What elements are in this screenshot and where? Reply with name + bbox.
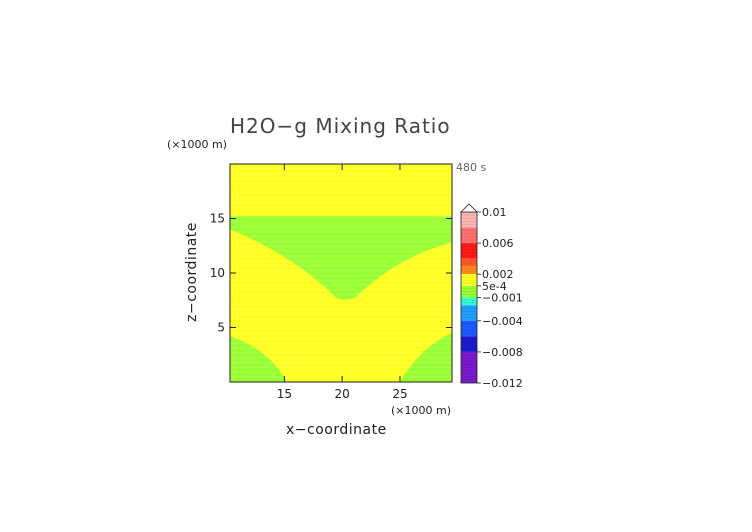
- colorbar-band: [461, 336, 477, 352]
- colorbar-label: 0.002: [482, 268, 514, 281]
- colorbar-band: [461, 320, 477, 337]
- region-lower-left: [230, 336, 287, 382]
- y-tick-label: 10: [210, 266, 225, 280]
- chart-title: H2O−g Mixing Ratio: [230, 114, 451, 138]
- colorbar-band: [461, 227, 477, 244]
- colorbar-label: 0.01: [482, 206, 507, 219]
- colorbar-label: 5e-4: [482, 280, 507, 293]
- colorbar-band: [461, 305, 477, 321]
- colorbar-band: [461, 285, 477, 298]
- colorbar-label: −0.012: [482, 377, 523, 390]
- colorbar-band: [461, 266, 477, 275]
- colorbar-label: 0.006: [482, 237, 514, 250]
- colorbar-band: [461, 351, 477, 383]
- colorbar-band: [461, 212, 477, 228]
- y-tick-label: 5: [217, 321, 225, 335]
- colorbar-overflow-triangle: [460, 203, 478, 213]
- z-axis-unit: (×1000 m): [167, 138, 228, 151]
- colorbar-label: −0.008: [482, 346, 523, 359]
- x-axis-label: x−coordinate: [286, 422, 387, 438]
- colorbar-label: −0.001: [482, 292, 523, 305]
- x-axis-unit: (×1000 m): [391, 404, 452, 417]
- colorbar-label: −0.004: [482, 315, 523, 328]
- colorbar-band: [461, 297, 477, 306]
- x-tick-label: 20: [335, 387, 350, 401]
- colorbar-band: [461, 243, 477, 259]
- region-upper-trough: [230, 216, 452, 300]
- y-tick-label: 15: [210, 212, 225, 226]
- colorbar-band: [461, 274, 477, 286]
- x-tick-label: 15: [277, 387, 292, 401]
- x-tick-label: 25: [392, 387, 407, 401]
- time-label: 480 s: [456, 161, 487, 174]
- region-lower-right: [400, 332, 452, 382]
- colorbar-band: [461, 258, 477, 267]
